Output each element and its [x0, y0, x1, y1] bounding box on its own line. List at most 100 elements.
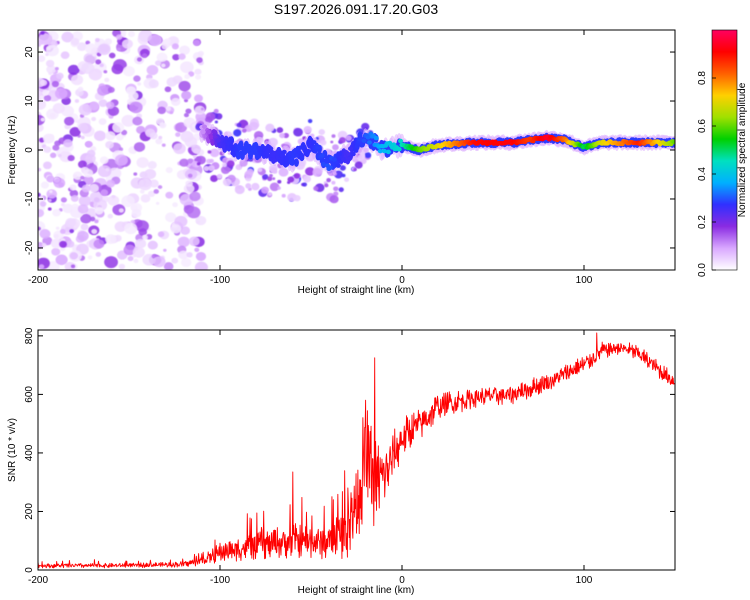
y-tick-label: 400 [24, 444, 35, 461]
heatmap-cell [230, 150, 236, 156]
heatmap-cell [187, 158, 194, 164]
heatmap-cell [339, 165, 346, 171]
heatmap-cell [345, 151, 351, 157]
heatmap-cell [132, 116, 143, 126]
heatmap-cell [319, 153, 325, 158]
heatmap-cell [93, 239, 105, 249]
heatmap-cell [248, 121, 259, 131]
heatmap-cell [215, 138, 221, 143]
heatmap-cell [118, 208, 124, 213]
heatmap-cell [61, 31, 74, 43]
heatmap-cell [203, 165, 210, 172]
heatmap-cell [45, 44, 59, 57]
heatmap-cell [141, 53, 148, 59]
heatmap-cell [131, 208, 142, 218]
heatmap-cell [50, 152, 57, 159]
heatmap-cell [51, 247, 61, 256]
heatmap-cell [156, 117, 165, 126]
heatmap-cell [245, 183, 252, 189]
heatmap-cell [95, 37, 100, 43]
heatmap-cell [279, 132, 286, 139]
x-tick-label: -100 [210, 275, 230, 286]
heatmap-cell [83, 168, 94, 178]
heatmap-cell [329, 195, 339, 204]
heatmap-cell [70, 264, 76, 269]
heatmap-cell [91, 228, 98, 235]
heatmap-cell [132, 247, 145, 258]
heatmap-cell [40, 31, 45, 35]
heatmap-cell [136, 157, 149, 168]
heatmap-cell [268, 146, 274, 151]
heatmap-cell [49, 190, 53, 194]
heatmap-cell [51, 80, 59, 88]
heatmap-cell [100, 189, 109, 196]
heatmap-cell [104, 77, 110, 83]
spectrogram-x-label: Height of straight line (km) [298, 285, 415, 296]
heatmap-cell [281, 149, 287, 155]
heatmap-cell [222, 178, 232, 187]
heatmap-cell [234, 185, 245, 195]
heatmap-cell [70, 194, 79, 202]
heatmap-cell [133, 142, 146, 152]
heatmap-cell [80, 135, 85, 140]
heatmap-cell [183, 183, 195, 194]
x-tick-label: 100 [576, 275, 593, 286]
heatmap-cell [146, 65, 159, 76]
heatmap-cell [277, 186, 281, 190]
heatmap-cell [78, 195, 92, 207]
heatmap-cell [43, 94, 52, 102]
chart-title: S197.2026.091.17.20.G03 [274, 1, 438, 17]
heatmap-cell [327, 165, 333, 170]
heatmap-cell [152, 256, 166, 268]
heatmap-cell [236, 122, 242, 128]
heatmap-cell [163, 262, 174, 270]
heatmap-cell [171, 257, 179, 264]
x-tick-label: -100 [210, 575, 230, 586]
x-tick-label: 0 [399, 575, 405, 586]
heatmap-cell [122, 65, 135, 77]
heatmap-cell [227, 138, 233, 143]
heatmap-cell [118, 147, 124, 152]
heatmap-cell [165, 191, 174, 199]
heatmap-cell [147, 161, 157, 170]
heatmap-cell [354, 161, 363, 169]
heatmap-cell [303, 126, 312, 134]
heatmap-cell [357, 137, 363, 142]
heatmap-cell [210, 174, 218, 183]
heatmap-cell [179, 158, 189, 167]
heatmap-cell [121, 114, 136, 127]
heatmap-cell [69, 184, 77, 191]
heatmap-cell [333, 186, 339, 192]
heatmap-cell [269, 167, 277, 174]
heatmap-cell [54, 66, 59, 71]
heatmap-cell [171, 97, 181, 106]
y-tick-label: 800 [24, 327, 35, 344]
heatmap-cell [278, 167, 289, 177]
heatmap-cell [39, 79, 48, 86]
snr-frame [37, 329, 676, 571]
heatmap-cell [165, 212, 177, 223]
heatmap-cell [120, 129, 128, 136]
heatmap-cell [353, 167, 357, 172]
heatmap-cell [194, 94, 203, 103]
heatmap-cell [276, 127, 284, 134]
heatmap-cell [149, 179, 159, 188]
heatmap-cell [161, 44, 168, 50]
heatmap-cell [353, 148, 359, 153]
heatmap-cell [63, 139, 73, 148]
heatmap-cell [269, 182, 280, 192]
heatmap-cell [191, 144, 201, 154]
heatmap-cell [246, 168, 254, 175]
heatmap-cell [53, 177, 66, 189]
heatmap-cell [364, 152, 372, 159]
snr-y-ticks: 0 200 400 600 800 [24, 327, 675, 573]
heatmap-cell [39, 95, 44, 99]
heatmap-cell [331, 180, 336, 185]
heatmap-cell [307, 144, 313, 149]
heatmap-cell [672, 140, 675, 145]
heatmap-cell [337, 151, 343, 156]
heatmap-cell [60, 51, 70, 59]
heatmap-cell [293, 195, 301, 202]
heatmap-cell [46, 189, 58, 199]
heatmap-cell [98, 118, 107, 125]
